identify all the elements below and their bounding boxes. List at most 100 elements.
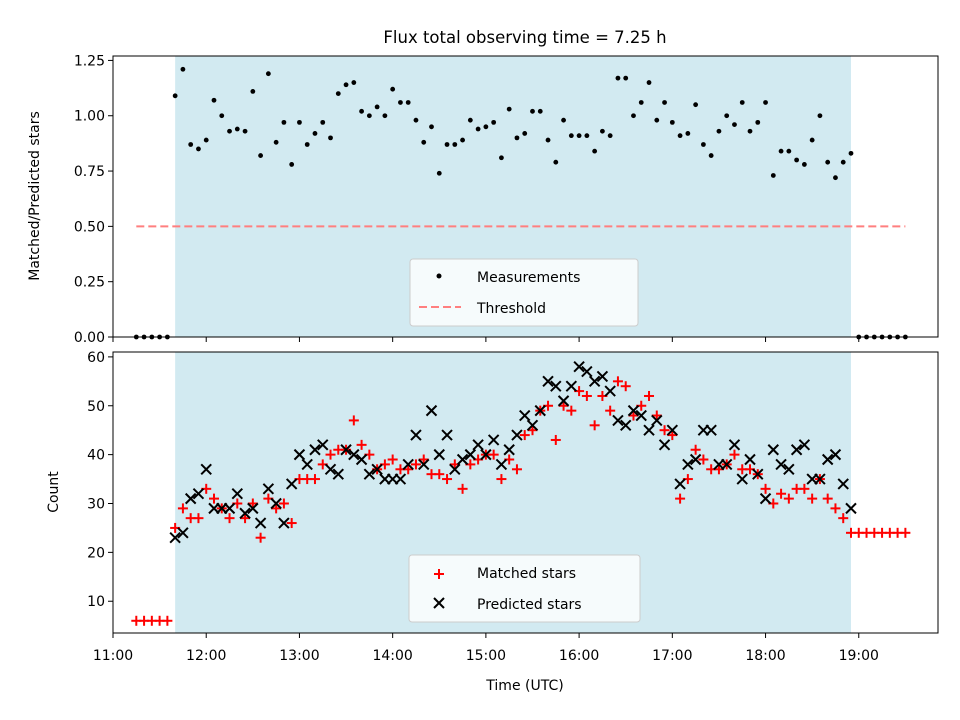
predicted-star-point [550, 380, 562, 392]
bottom-plot-frame [112, 351, 939, 634]
bottom-panel: 10 20 30 40 50 60 11:00 12:00 13:00 14:00 15:00 16… [46, 350, 939, 694]
top-x-axis [112, 337, 860, 342]
measurement-point [879, 334, 885, 340]
matched-star-point [651, 410, 662, 421]
measurement-point [227, 128, 232, 134]
matched-star-point [208, 493, 219, 504]
predicted-star-point [581, 365, 593, 378]
measurement-point [662, 100, 667, 105]
predicted-star-point [596, 370, 609, 383]
predicted-star-point [534, 404, 546, 417]
predicted-star-point [689, 453, 702, 466]
matched-star-point [783, 493, 794, 504]
matched-star-point [496, 474, 507, 485]
predicted-star-point [821, 453, 834, 466]
predicted-star-point [565, 380, 578, 392]
measurement-point [809, 137, 815, 143]
measurement-point [561, 117, 566, 123]
legend-matched-label: Matched stars [477, 566, 576, 582]
predicted-star-point [239, 507, 251, 519]
measurement-point [320, 119, 326, 125]
predicted-star-point [658, 439, 671, 451]
top-legend-box [409, 258, 639, 327]
measurement-point [646, 80, 652, 85]
measurement-point [545, 137, 551, 143]
y-tick-label: 20 [87, 545, 105, 561]
predicted-star-point [332, 468, 344, 480]
matched-star-point [457, 483, 468, 494]
predicted-star-point [588, 375, 601, 388]
matched-star-point [581, 390, 592, 401]
measurement-point [685, 131, 691, 136]
measurement-point [592, 148, 598, 154]
predicted-star-point [783, 463, 795, 475]
measurement-point [258, 153, 263, 158]
predicted-star-point [511, 429, 523, 441]
measurement-point [755, 119, 761, 125]
measurement-point [467, 117, 473, 123]
x-tick-label: 15:00 [466, 648, 506, 664]
predicted-star-point [682, 458, 694, 471]
predicted-star-point [542, 375, 554, 388]
matched-star-point [659, 425, 670, 436]
predicted-star-point [705, 424, 717, 436]
matched-star-point [776, 488, 787, 499]
measurement-point [180, 66, 186, 72]
matched-star-point [387, 454, 398, 465]
matched-star-point [667, 430, 678, 441]
predicted-star-point [814, 473, 826, 485]
predicted-star-point [604, 385, 616, 397]
measurement-point [576, 133, 582, 139]
measurement-point [607, 133, 613, 139]
measurement-point [452, 142, 458, 147]
matched-star-point [325, 449, 336, 460]
measurement-point [568, 133, 574, 139]
measurement-point [677, 133, 683, 139]
matched-star-point [162, 615, 173, 626]
measurement-point [157, 334, 163, 340]
measurement-point [786, 148, 792, 154]
measurement-point [234, 126, 240, 132]
measurement-point [840, 159, 846, 165]
measurement-point [211, 97, 217, 103]
predicted-star-point [829, 448, 842, 461]
predicted-star-point [495, 458, 508, 471]
measurement-point [250, 89, 256, 94]
matched-star-point [527, 425, 538, 436]
predicted-star-point [744, 453, 756, 466]
predicted-star-point [340, 444, 352, 456]
measurement-point [693, 102, 699, 108]
matched-star-point [605, 405, 616, 416]
predicted-star-point [666, 424, 679, 436]
predicted-star-point [309, 444, 321, 456]
measurement-point [328, 135, 333, 141]
matched-star-point [434, 469, 445, 480]
measurement-point [708, 153, 714, 158]
predicted-star-point [402, 458, 414, 471]
predicted-star-point [418, 458, 430, 471]
measurement-point [631, 113, 636, 119]
matched-star-point [271, 503, 282, 514]
y-tick-label: 1.25 [74, 53, 105, 69]
top-plot-marks [133, 66, 908, 340]
x-tick-label: 12:00 [186, 648, 226, 664]
measurement-point [638, 100, 644, 105]
y-tick-label: 50 [87, 399, 105, 415]
predicted-star-point [651, 414, 663, 427]
bottom-plot-marks [131, 360, 911, 626]
predicted-star-point [270, 497, 282, 510]
matched-star-point [348, 415, 359, 426]
matched-star-point [675, 493, 686, 504]
matched-star-point [589, 420, 600, 431]
predicted-star-point [355, 453, 368, 466]
predicted-star-point [285, 478, 298, 490]
predicted-star-point [790, 444, 803, 456]
matched-star-point [838, 513, 849, 524]
measurement-point [374, 104, 380, 110]
measurement-point [537, 108, 543, 114]
measurement-point [149, 334, 155, 340]
measurement-point [188, 142, 194, 147]
measurement-point [833, 175, 838, 181]
matched-star-point [309, 474, 320, 485]
